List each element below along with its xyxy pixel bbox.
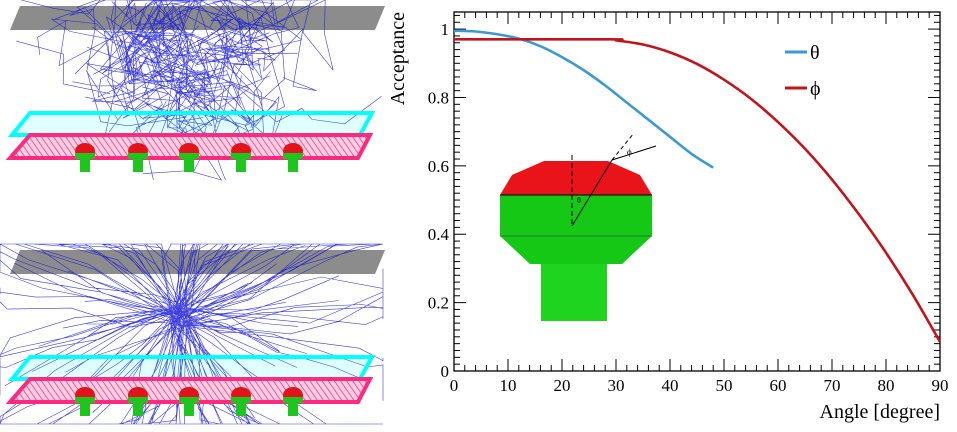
x-tick-label: 60 xyxy=(770,376,787,395)
data-series xyxy=(453,29,942,343)
pmt xyxy=(283,143,303,172)
y-tick-label: 0.4 xyxy=(428,225,450,244)
pmt-body xyxy=(500,195,652,236)
pmt xyxy=(231,387,251,416)
pmt xyxy=(179,143,199,172)
pmt xyxy=(283,387,303,416)
simulation-panels xyxy=(0,0,385,425)
plot-frame xyxy=(453,11,941,372)
pmt-body-lower xyxy=(500,236,652,264)
y-tick-labels: 0 0.2 0.4 0.6 0.8 1 xyxy=(428,20,450,381)
x-tick-labels: 0 10 20 30 40 50 60 70 80 90 xyxy=(450,376,949,395)
x-tick-label: 30 xyxy=(608,376,625,395)
pmt xyxy=(128,387,148,416)
pmt-inset: ϕ θ xyxy=(500,132,657,321)
legend: θ ϕ xyxy=(785,42,821,100)
inset-phi-label: ϕ xyxy=(627,147,632,157)
x-tick-label: 40 xyxy=(662,376,679,395)
x-tick-label: 90 xyxy=(932,376,949,395)
pmt xyxy=(75,387,95,416)
series-line-phi xyxy=(453,37,942,343)
pmt xyxy=(179,387,199,416)
y-tick-label: 1 xyxy=(441,20,450,39)
y-tick-label: 0 xyxy=(441,362,450,381)
axis-ticks xyxy=(453,12,941,372)
x-tick-label: 10 xyxy=(500,376,517,395)
simulation-event-bottom xyxy=(0,243,385,425)
inset-tangent xyxy=(611,145,657,161)
inset-ray-dashed xyxy=(611,132,635,161)
y-tick-label: 0.8 xyxy=(428,88,449,107)
x-tick-label: 80 xyxy=(878,376,895,395)
cyan-plate xyxy=(7,111,376,137)
pmt-stem xyxy=(541,264,607,321)
particle-tracks xyxy=(0,243,384,425)
y-tick-label: 0.6 xyxy=(428,157,449,176)
simulation-event-top xyxy=(5,0,385,181)
series-line-theta xyxy=(453,29,714,169)
y-axis-label: Acceptance xyxy=(387,12,409,105)
inset-ray xyxy=(571,159,613,227)
x-tick-label: 70 xyxy=(824,376,841,395)
inset-theta-label: θ xyxy=(577,196,581,205)
pmt-cap xyxy=(500,161,652,195)
pmt xyxy=(231,143,251,172)
particle-tracks xyxy=(16,0,382,181)
y-tick-label: 0.2 xyxy=(428,294,449,313)
pmt xyxy=(128,143,148,172)
x-tick-label: 50 xyxy=(716,376,733,395)
cyan-plate xyxy=(7,355,376,381)
acceptance-chart: 0 10 20 30 40 50 60 70 80 90 0 0.2 0.4 0.6 0.8 1 Angle… xyxy=(387,11,949,423)
x-tick-label: 20 xyxy=(554,376,571,395)
pmt xyxy=(75,143,95,172)
legend-label-phi: ϕ xyxy=(810,78,821,100)
x-axis-label: Angle [degree] xyxy=(820,401,941,423)
legend-label-theta: θ xyxy=(810,42,820,64)
x-tick-label: 0 xyxy=(450,376,459,395)
